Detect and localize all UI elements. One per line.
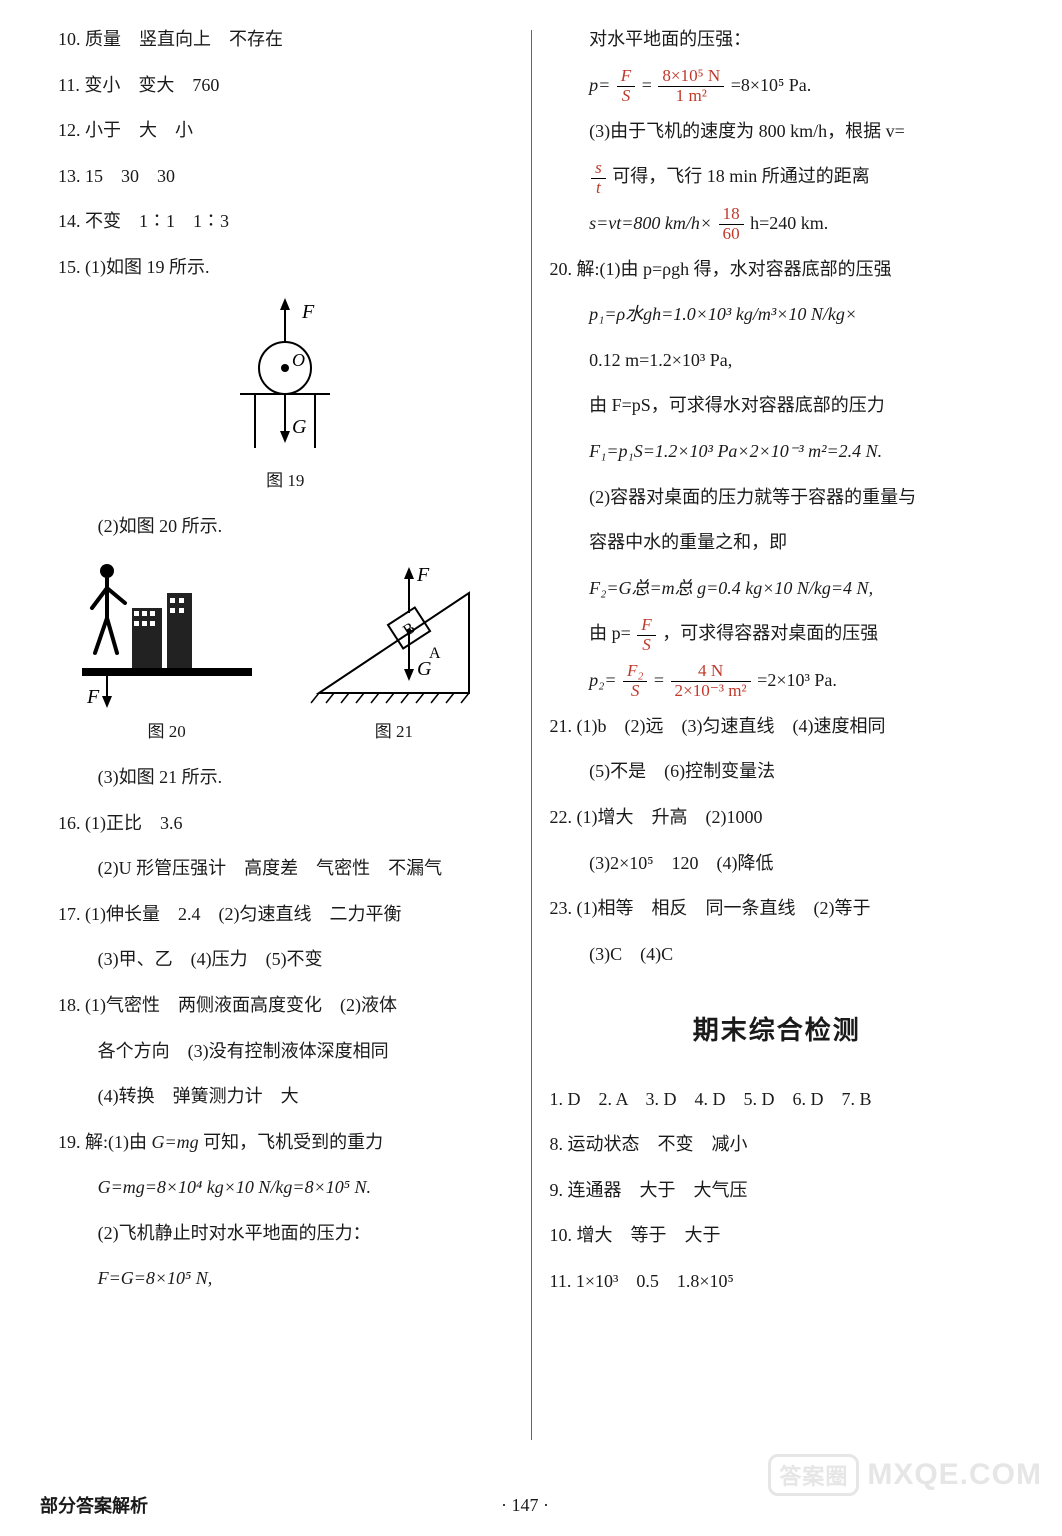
watermark-text: MXQE.COM bbox=[867, 1458, 1042, 1492]
ans-10: 10. 质量 竖直向上 不存在 bbox=[58, 20, 513, 60]
ans-23-2: (3)C (4)C bbox=[550, 935, 1005, 975]
eq: = bbox=[654, 670, 664, 690]
left-column: 10. 质量 竖直向上 不存在 11. 变小 变大 760 12. 小于 大 小… bbox=[40, 20, 531, 1450]
r-2: p= FS = 8×10⁵ N1 m² =8×10⁵ Pa. bbox=[550, 66, 1005, 106]
ans-20-5: F₁=p₁S=1.2×10³ Pa×2×10⁻³ m²=2.4 N. bbox=[550, 432, 1005, 472]
text: ，可求得容器对桌面的压强 bbox=[662, 623, 878, 643]
exam-11: 11. 1×10³ 0.5 1.8×10⁵ bbox=[550, 1262, 1005, 1302]
ans-22-1: 22. (1)增大 升高 (2)1000 bbox=[550, 798, 1005, 838]
ans-21-2: (5)不是 (6)控制变量法 bbox=[550, 752, 1005, 792]
figure-19-svg: F O G bbox=[210, 298, 360, 458]
ans-18-1: 18. (1)气密性 两侧液面高度变化 (2)液体 bbox=[58, 986, 513, 1026]
svg-text:G: G bbox=[292, 416, 307, 438]
r-4: st 可得，飞行 18 min 所通过的距离 bbox=[550, 157, 1005, 197]
ans-23-1: 23. (1)相等 相反 同一条直线 (2)等于 bbox=[550, 889, 1005, 929]
watermark: 答案圈 MXQE.COM bbox=[768, 1454, 1042, 1496]
svg-text:O: O bbox=[292, 350, 305, 370]
text: =2×10³ Pa. bbox=[757, 670, 837, 690]
ans-15-3: (3)如图 21 所示. bbox=[58, 758, 513, 798]
text: 可知，飞机受到的重力 bbox=[199, 1132, 384, 1152]
ans-15-1: 15. (1)如图 19 所示. bbox=[58, 248, 513, 288]
exam-8: 8. 运动状态 不变 减小 bbox=[550, 1125, 1005, 1165]
footer-page-number: · 147 · bbox=[148, 1495, 902, 1516]
ans-20-4: 由 F=pS，可求得水对容器底部的压力 bbox=[550, 386, 1005, 426]
text: =8×10⁵ Pa. bbox=[731, 75, 812, 95]
eq: = bbox=[642, 75, 652, 95]
den: S bbox=[617, 87, 635, 106]
ans-15-2: (2)如图 20 所示. bbox=[58, 507, 513, 547]
figure-19: F O G bbox=[58, 298, 513, 458]
ans-19-2: G=mg=8×10⁴ kg×10 N/kg=8×10⁵ N. bbox=[58, 1168, 513, 1208]
footer-left: 部分答案解析 bbox=[40, 1492, 148, 1518]
ans-20-9: 由 p= FS ，可求得容器对桌面的压强 bbox=[550, 614, 1005, 654]
text: p= bbox=[589, 75, 610, 95]
ans-20-2: p₁=ρ水gh=1.0×10³ kg/m³×10 N/kg× bbox=[550, 295, 1005, 335]
watermark-badge: 答案圈 bbox=[768, 1454, 859, 1496]
ans-12: 12. 小于 大 小 bbox=[58, 111, 513, 151]
ans-21-1: 21. (1)b (2)远 (3)匀速直线 (4)速度相同 bbox=[550, 707, 1005, 747]
ans-20-10: p₂= F₂S = 4 N2×10⁻³ m² =2×10³ Pa. bbox=[550, 661, 1005, 701]
ans-19-4: F=G=8×10⁵ N, bbox=[58, 1259, 513, 1299]
num: 4 N bbox=[671, 662, 751, 682]
ans-20-8: F₂=G总=m总 g=0.4 kg×10 N/kg=4 N, bbox=[550, 569, 1005, 609]
ans-20-1: 20. 解:(1)由 p=ρgh 得，水对容器底部的压强 bbox=[550, 250, 1005, 290]
ans-18-3: (4)转换 弹簧测力计 大 bbox=[58, 1077, 513, 1117]
text: s=vt=800 km/h× bbox=[589, 213, 712, 233]
exam-1-7: 1. D 2. A 3. D 4. D 5. D 6. D 7. B bbox=[550, 1080, 1005, 1120]
ans-18-2: 各个方向 (3)没有控制液体深度相同 bbox=[58, 1032, 513, 1072]
exam-9: 9. 连通器 大于 大气压 bbox=[550, 1171, 1005, 1211]
ans-20-7: 容器中水的重量之和，即 bbox=[550, 523, 1005, 563]
figure-20: F 图 20 bbox=[82, 553, 252, 758]
svg-text:F: F bbox=[86, 686, 100, 708]
svg-text:G: G bbox=[417, 658, 432, 680]
den: 1 m² bbox=[658, 87, 724, 106]
text: 可得，飞行 18 min 所通过的距离 bbox=[612, 166, 870, 186]
svg-text:F: F bbox=[416, 564, 430, 586]
section-title: 期末综合检测 bbox=[550, 1002, 1005, 1059]
den: t bbox=[591, 179, 606, 198]
den: S bbox=[637, 636, 655, 655]
ans-16-1: 16. (1)正比 3.6 bbox=[58, 804, 513, 844]
den: S bbox=[623, 682, 647, 701]
figure-21: B A F G 图 21 bbox=[299, 553, 489, 758]
den: 2×10⁻³ m² bbox=[671, 682, 751, 701]
num: 18 bbox=[719, 205, 744, 225]
ans-20-3: 0.12 m=1.2×10³ Pa, bbox=[550, 341, 1005, 381]
r-1: 对水平地面的压强： bbox=[550, 20, 1005, 60]
ans-20-6: (2)容器对桌面的压力就等于容器的重量与 bbox=[550, 478, 1005, 518]
num: F bbox=[637, 616, 655, 636]
figure-20-label: 图 20 bbox=[82, 713, 252, 750]
svg-text:F: F bbox=[301, 301, 315, 323]
figures-20-21-row: F 图 20 bbox=[58, 553, 513, 758]
num: 8×10⁵ N bbox=[658, 67, 724, 87]
figure-21-label: 图 21 bbox=[299, 713, 489, 750]
exam-10: 10. 增大 等于 大于 bbox=[550, 1216, 1005, 1256]
right-column: 对水平地面的压强： p= FS = 8×10⁵ N1 m² =8×10⁵ Pa.… bbox=[532, 20, 1023, 1450]
num: s bbox=[591, 159, 606, 179]
text: p₂= bbox=[589, 670, 616, 690]
ans-16-2: (2)U 形管压强计 高度差 气密性 不漏气 bbox=[58, 849, 513, 889]
num: F₂ bbox=[623, 662, 647, 682]
r-5: s=vt=800 km/h× 1860 h=240 km. bbox=[550, 204, 1005, 244]
ans-19-1: 19. 解:(1)由 G=mg 可知，飞机受到的重力 bbox=[58, 1123, 513, 1163]
figure-19-label: 图 19 bbox=[58, 462, 513, 499]
text: (3)由于飞机的速度为 800 km/h，根据 v= bbox=[589, 121, 905, 141]
ans-17-1: 17. (1)伸长量 2.4 (2)匀速直线 二力平衡 bbox=[58, 895, 513, 935]
formula: G=mg bbox=[152, 1132, 199, 1152]
num: F bbox=[617, 67, 635, 87]
text: 19. 解:(1)由 bbox=[58, 1132, 152, 1152]
text: 由 p= bbox=[589, 623, 631, 643]
text: h=240 km. bbox=[750, 213, 828, 233]
ans-19-3: (2)飞机静止时对水平地面的压力： bbox=[58, 1214, 513, 1254]
den: 60 bbox=[719, 225, 744, 244]
ans-22-2: (3)2×10⁵ 120 (4)降低 bbox=[550, 844, 1005, 884]
page-columns: 10. 质量 竖直向上 不存在 11. 变小 变大 760 12. 小于 大 小… bbox=[0, 0, 1062, 1460]
ans-13: 13. 15 30 30 bbox=[58, 157, 513, 197]
ans-17-2: (3)甲、乙 (4)压力 (5)不变 bbox=[58, 940, 513, 980]
r-3: (3)由于飞机的速度为 800 km/h，根据 v= bbox=[550, 112, 1005, 152]
ans-11: 11. 变小 变大 760 bbox=[58, 66, 513, 106]
ans-14: 14. 不变 1∶1 1∶3 bbox=[58, 202, 513, 242]
